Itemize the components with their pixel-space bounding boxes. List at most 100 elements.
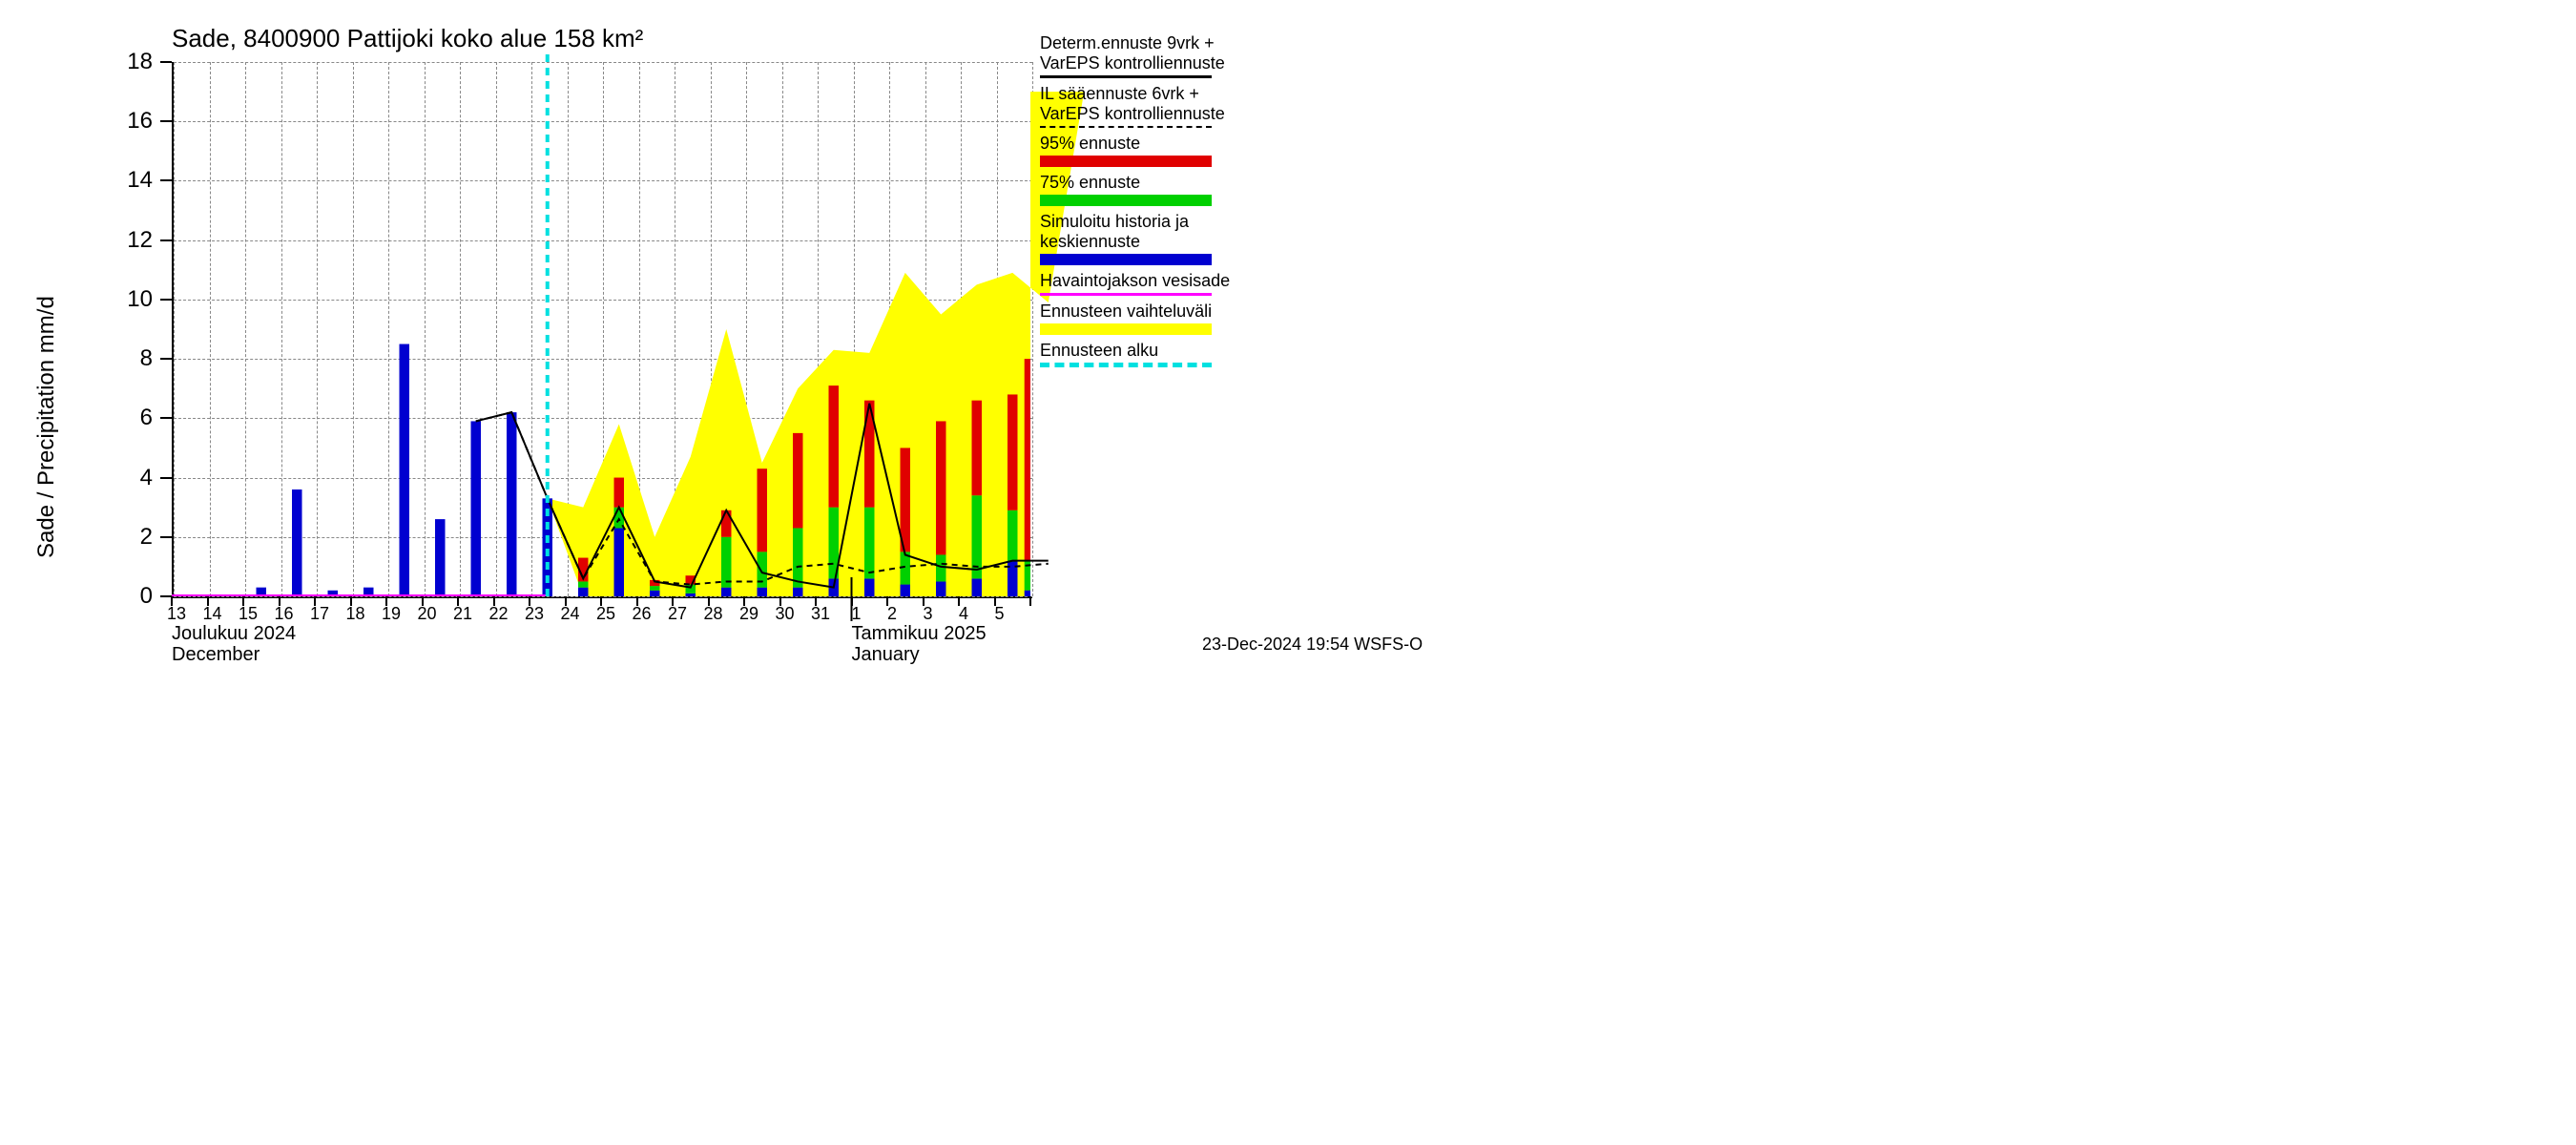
y-tick <box>160 239 172 241</box>
gridline-h <box>174 596 1032 597</box>
x-tick-label: 16 <box>270 604 299 624</box>
gridline-v <box>531 62 532 596</box>
y-tick-label: 18 <box>105 49 153 75</box>
legend-label: IL sääennuste 6vrk + <box>1040 84 1230 104</box>
gridline-v <box>496 62 497 596</box>
gridline-v <box>711 62 712 596</box>
gridline-v <box>997 62 998 596</box>
legend-label: Havaintojakson vesisade <box>1040 271 1230 291</box>
x-tick-label: 28 <box>699 604 728 624</box>
x-tick <box>1029 596 1031 606</box>
y-tick <box>160 358 172 360</box>
y-tick <box>160 179 172 181</box>
gridline-v <box>317 62 318 596</box>
gridline-v <box>460 62 461 596</box>
x-tick-label: 20 <box>413 604 442 624</box>
gridline-v <box>174 62 175 596</box>
x-tick-label: 23 <box>520 604 549 624</box>
gridline-v <box>568 62 569 596</box>
x-tick-label: 1 <box>842 604 871 624</box>
y-axis-label: Sade / Precipitation mm/d <box>33 296 60 558</box>
legend-swatch <box>1040 323 1212 335</box>
gridline-v <box>961 62 962 596</box>
x-tick-label: 17 <box>305 604 334 624</box>
x-tick-label: 4 <box>949 604 978 624</box>
legend-swatch <box>1040 75 1212 78</box>
legend-item: 75% ennuste <box>1040 173 1230 206</box>
legend-swatch <box>1040 195 1212 206</box>
legend-label: keskiennuste <box>1040 232 1230 252</box>
x-tick-label: 22 <box>485 604 513 624</box>
y-tick-label: 6 <box>105 405 153 431</box>
x-tick-label: 2 <box>878 604 906 624</box>
month-label: December <box>172 644 260 666</box>
gridline-v <box>818 62 819 596</box>
x-tick-label: 5 <box>986 604 1014 624</box>
x-tick-label: 31 <box>806 604 835 624</box>
gridline-v <box>353 62 354 596</box>
gridline-v <box>1032 62 1033 596</box>
chart-title: Sade, 8400900 Pattijoki koko alue 158 km… <box>172 24 643 53</box>
gridline-v <box>281 62 282 596</box>
x-tick-label: 30 <box>771 604 800 624</box>
legend-item: Ennusteen vaihteluväli <box>1040 302 1230 335</box>
y-tick <box>160 477 172 479</box>
y-tick-label: 8 <box>105 345 153 372</box>
legend-swatch <box>1040 126 1212 128</box>
legend-label: VarEPS kontrolliennuste <box>1040 104 1230 124</box>
legend-item: Havaintojakson vesisade <box>1040 271 1230 296</box>
gridline-v <box>245 62 246 596</box>
legend-label: VarEPS kontrolliennuste <box>1040 53 1230 73</box>
gridline-v <box>854 62 855 596</box>
plot-area <box>172 62 1032 598</box>
gridline-v <box>388 62 389 596</box>
footer-timestamp: 23-Dec-2024 19:54 WSFS-O <box>1202 635 1423 655</box>
gridline-v <box>782 62 783 596</box>
legend-item: IL sääennuste 6vrk + VarEPS kontrollienn… <box>1040 84 1230 128</box>
y-tick-label: 12 <box>105 227 153 254</box>
x-tick-label: 25 <box>592 604 620 624</box>
legend-swatch <box>1040 363 1212 367</box>
x-tick-label: 19 <box>377 604 405 624</box>
legend-item: Simuloitu historia jakeskiennuste <box>1040 212 1230 265</box>
x-tick-label: 27 <box>663 604 692 624</box>
x-tick-label: 14 <box>198 604 227 624</box>
month-label: January <box>852 644 920 666</box>
y-tick <box>160 417 172 419</box>
legend-label: Simuloitu historia ja <box>1040 212 1230 232</box>
precipitation-chart: Sade, 8400900 Pattijoki koko alue 158 km… <box>0 0 1431 668</box>
y-tick <box>160 299 172 301</box>
gridline-v <box>603 62 604 596</box>
x-tick-label: 3 <box>914 604 943 624</box>
month-label: Tammikuu 2025 <box>852 623 987 645</box>
legend-item: 95% ennuste <box>1040 134 1230 167</box>
legend-swatch <box>1040 254 1212 265</box>
gridline-v <box>639 62 640 596</box>
gridline-v <box>889 62 890 596</box>
x-tick-label: 21 <box>448 604 477 624</box>
y-tick-label: 4 <box>105 465 153 491</box>
gridline-v <box>746 62 747 596</box>
x-tick-label: 15 <box>234 604 262 624</box>
gridline-v <box>425 62 426 596</box>
x-tick-label: 18 <box>342 604 370 624</box>
y-tick-label: 16 <box>105 108 153 135</box>
legend-swatch <box>1040 293 1212 296</box>
legend-label: Determ.ennuste 9vrk + <box>1040 33 1230 53</box>
gridline-v <box>925 62 926 596</box>
legend-label: Ennusteen vaihteluväli <box>1040 302 1230 322</box>
y-tick-label: 10 <box>105 286 153 313</box>
x-tick-label: 24 <box>556 604 585 624</box>
x-tick-label: 13 <box>162 604 191 624</box>
legend-item: Determ.ennuste 9vrk +VarEPS kontrollienn… <box>1040 33 1230 78</box>
x-tick-label: 26 <box>628 604 656 624</box>
legend-swatch <box>1040 156 1212 167</box>
x-tick-label: 29 <box>735 604 763 624</box>
legend: Determ.ennuste 9vrk +VarEPS kontrollienn… <box>1040 33 1230 373</box>
y-tick <box>160 120 172 122</box>
gridline-v <box>210 62 211 596</box>
y-tick-label: 2 <box>105 524 153 551</box>
legend-item: Ennusteen alku <box>1040 341 1230 367</box>
y-tick-label: 14 <box>105 167 153 194</box>
y-tick-label: 0 <box>105 583 153 610</box>
